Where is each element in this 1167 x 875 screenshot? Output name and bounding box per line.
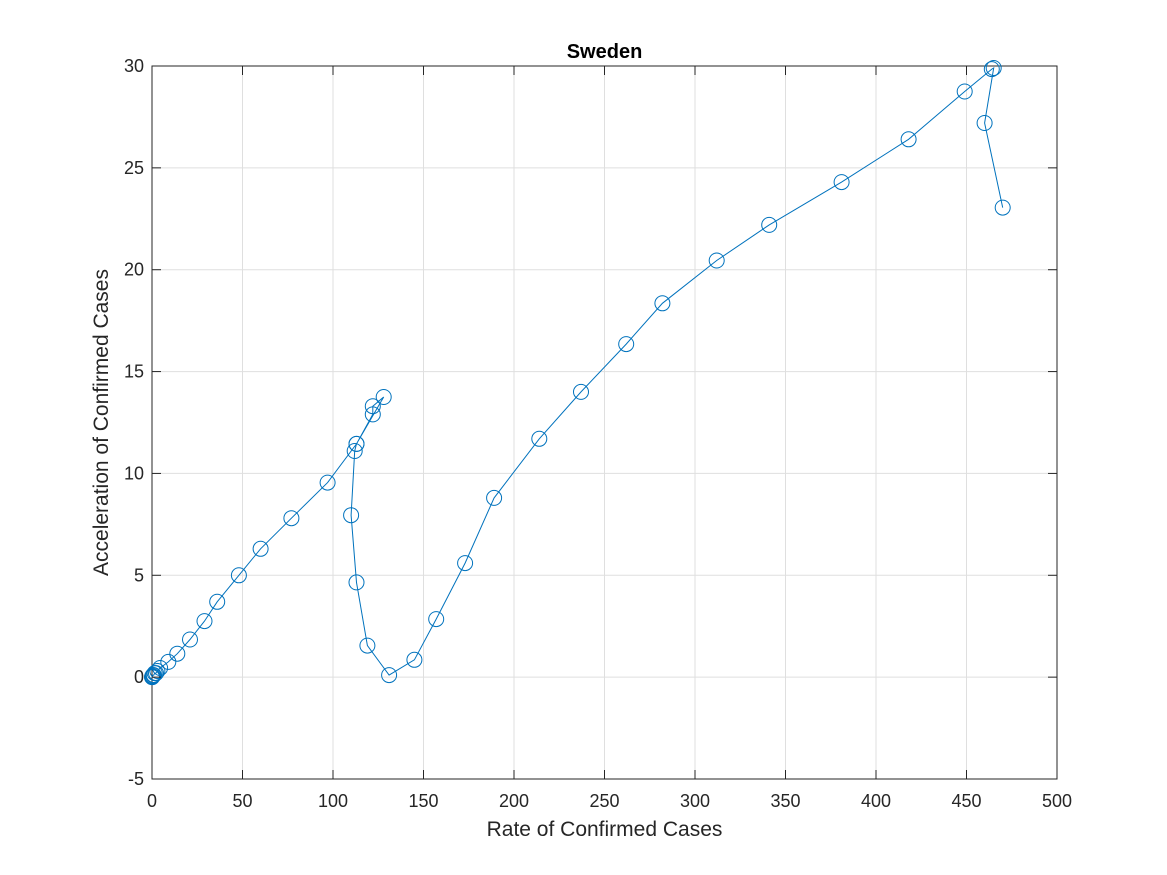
- data-point: [381, 667, 398, 684]
- series-layer: [144, 60, 1011, 686]
- data-point: [149, 663, 166, 679]
- data-point: [152, 660, 169, 676]
- data-point: [573, 383, 589, 400]
- y-tick-label: 5: [134, 565, 144, 585]
- data-point: [348, 435, 365, 452]
- data-point: [900, 131, 917, 148]
- x-tick-label: 50: [232, 791, 252, 811]
- data-point: [169, 645, 186, 662]
- y-tick-label: 15: [124, 362, 144, 382]
- data-point: [364, 406, 381, 423]
- y-tick-label: 20: [124, 260, 144, 280]
- y-axis-title: Acceleration of Confirmed Cases: [90, 269, 113, 576]
- y-tick-label: 0: [134, 667, 144, 687]
- data-point: [833, 174, 850, 191]
- x-tick-label: 150: [408, 791, 438, 811]
- data-point: [209, 593, 226, 610]
- x-tick-label: 300: [680, 791, 710, 811]
- y-tick-label: -5: [128, 769, 144, 789]
- x-axis-title: Rate of Confirmed Cases: [487, 818, 723, 841]
- data-point: [983, 61, 1000, 78]
- data-point: [230, 567, 247, 584]
- data-point: [531, 430, 548, 447]
- series-line: [151, 67, 1004, 678]
- data-point: [182, 631, 198, 648]
- data-point: [346, 443, 363, 459]
- x-tick-label: 0: [147, 791, 157, 811]
- y-tick-label: 25: [124, 158, 144, 178]
- x-tick-label: 450: [951, 791, 981, 811]
- x-tick-label: 400: [861, 791, 891, 811]
- data-point: [761, 216, 778, 233]
- data-point: [196, 613, 213, 630]
- data-point: [956, 83, 973, 100]
- data-point: [348, 574, 365, 591]
- data-point: [148, 665, 164, 682]
- data-point: [283, 510, 300, 527]
- data-point: [406, 651, 423, 668]
- chart-title: Sweden: [567, 41, 643, 63]
- data-point: [654, 295, 671, 312]
- x-tick-label: 250: [589, 791, 619, 811]
- data-point: [985, 60, 1002, 76]
- ticks-layer: 0 50 100 150 200 250 300 350 400 450 500-505101520…: [124, 56, 1072, 811]
- x-tick-label: 200: [499, 791, 529, 811]
- data-point: [375, 389, 392, 405]
- data-point: [428, 611, 445, 628]
- data-point: [708, 252, 725, 269]
- grid-lines: [151, 65, 1058, 780]
- data-point: [618, 336, 635, 353]
- data-point: [252, 540, 269, 557]
- data-point: [359, 637, 376, 654]
- data-point: [319, 474, 336, 491]
- data-point: [976, 115, 993, 131]
- data-point: [994, 199, 1011, 216]
- data-point: [160, 653, 177, 670]
- y-tick-label: 10: [124, 463, 144, 483]
- x-tick-label: 100: [318, 791, 348, 811]
- data-point: [457, 555, 474, 572]
- data-point: [343, 507, 360, 524]
- data-point: [364, 398, 381, 415]
- y-tick-label: 30: [124, 56, 144, 76]
- x-tick-label: 350: [770, 791, 800, 811]
- data-point: [486, 489, 503, 506]
- x-tick-label: 500: [1042, 791, 1072, 811]
